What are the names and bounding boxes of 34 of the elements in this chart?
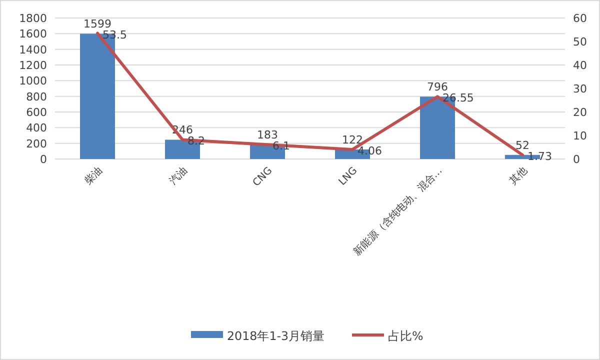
data-label: 52 xyxy=(516,138,530,152)
y-tick-label: 1200 xyxy=(19,59,48,72)
data-label: 6.1 xyxy=(272,140,290,153)
data-label: 1.73 xyxy=(528,150,552,163)
y2-tick-label: 60 xyxy=(573,12,587,25)
y2-tick-label: 30 xyxy=(573,82,587,96)
data-label: 1599 xyxy=(84,18,112,31)
legend-label: 2018年1-3月销量 xyxy=(227,329,325,343)
data-label: 183 xyxy=(257,128,278,142)
y2-tick-label: 40 xyxy=(573,59,587,72)
x-tick-label: 柴油 xyxy=(82,164,105,188)
y-tick-label: 0 xyxy=(40,153,48,166)
y-tick-label: 1800 xyxy=(19,12,48,25)
y2-tick-label: 10 xyxy=(573,130,587,142)
y-tick-label: 800 xyxy=(26,90,48,104)
data-label: 4.06 xyxy=(358,144,382,158)
y-tick-label: 600 xyxy=(26,106,48,119)
y-tick-label: 200 xyxy=(26,137,48,150)
data-label: 122 xyxy=(342,133,363,146)
x-tick-label: LNG xyxy=(337,165,360,188)
y2-tick-label: 50 xyxy=(573,36,587,48)
y-tick-label: 1000 xyxy=(19,74,48,88)
y-tick-label: 1400 xyxy=(19,43,48,56)
legend-label: 占比% xyxy=(388,329,424,343)
y-tick-label: 400 xyxy=(26,122,48,135)
x-tick-label: 其他 xyxy=(506,164,530,188)
y2-tick-label: 20 xyxy=(573,106,587,119)
y-tick-label: 1600 xyxy=(19,28,48,41)
data-label: 26.55 xyxy=(442,92,474,105)
data-label: 796 xyxy=(427,80,448,94)
data-label: 53.5 xyxy=(102,28,127,42)
x-tick-label: 汽油 xyxy=(166,164,190,188)
y2-tick-label: 0 xyxy=(573,153,580,166)
x-tick-label: CNG xyxy=(251,165,275,189)
